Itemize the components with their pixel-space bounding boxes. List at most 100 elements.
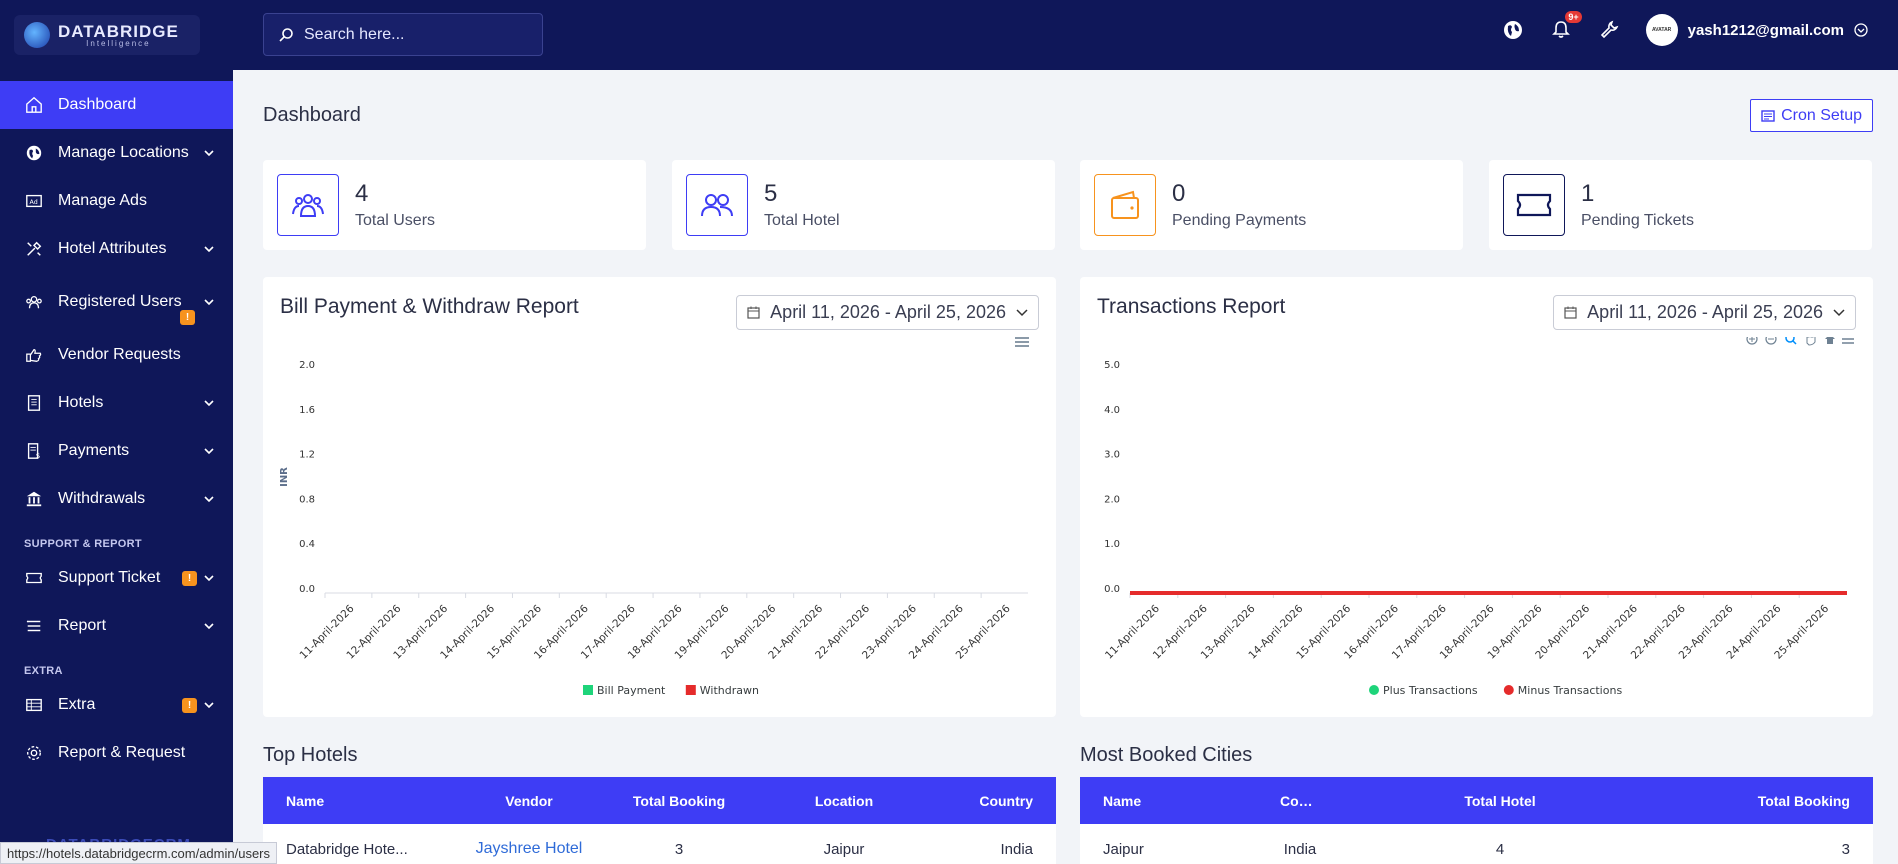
col-name[interactable]: Name: [286, 792, 325, 809]
table-icon: [24, 695, 44, 715]
y-tick-label: 1.6: [299, 405, 315, 416]
legend-label: Bill Payment: [597, 684, 666, 697]
sidebar-item-report[interactable]: Report: [0, 602, 233, 650]
alert-badge: !: [180, 310, 195, 325]
sidebar-item-label: Withdrawals: [58, 490, 146, 507]
notification-badge: 9+: [1565, 11, 1582, 23]
y-tick-label: 1.2: [299, 450, 315, 461]
sidebar-nav-extra: Extra! Report & Request: [0, 681, 233, 777]
sidebar-item-manage-locations[interactable]: Manage Locations: [0, 129, 233, 177]
stat-total-hotel[interactable]: 5 Total Hotel: [672, 160, 1055, 250]
section-extra-title: EXTRA: [24, 665, 63, 677]
chevron-down-icon: [1016, 308, 1028, 316]
receipt-icon: $: [24, 441, 44, 461]
legend-label: Plus Transactions: [1383, 684, 1478, 697]
hand-icon: [24, 345, 44, 365]
users-icon: [24, 292, 44, 312]
calendar-list-icon: [1761, 109, 1775, 122]
cron-setup-button[interactable]: Cron Setup: [1750, 99, 1873, 132]
y-tick-label: 0.8: [299, 494, 315, 505]
vendor-link[interactable]: Jayshree Hotel: [475, 840, 583, 857]
y-tick-label: 0.4: [299, 539, 315, 550]
logo-text: DATABRIDGE Intelligence: [58, 23, 179, 48]
search-input[interactable]: [304, 25, 524, 44]
globe-icon[interactable]: [1502, 19, 1524, 41]
building-icon: [24, 393, 44, 413]
tx-date-range: April 11, 2026 - April 25, 2026: [1587, 302, 1823, 322]
transactions-report-card: Transactions Report April 11, 2026 - Apr…: [1080, 277, 1873, 717]
sidebar-item-label: Report: [58, 617, 107, 634]
legend-swatch: [583, 685, 593, 695]
stat-pending-payments[interactable]: 0 Pending Payments: [1080, 160, 1463, 250]
col-name[interactable]: Name: [1103, 792, 1142, 809]
bill-report-card: Bill Payment & Withdraw Report April 11,…: [263, 277, 1056, 717]
stat-value: 4: [355, 180, 369, 207]
sidebar-item-label: Hotels: [58, 394, 104, 411]
sidebar-item-label: Manage Locations: [58, 144, 189, 161]
chart-menu-icon: [1842, 338, 1854, 344]
y-axis-label: INR: [279, 467, 290, 487]
most-booked-cities-table: Name Country Total Hotel Total Booking J…: [1080, 777, 1873, 864]
col-total-booking[interactable]: Total Booking: [632, 792, 726, 809]
sidebar-item-withdrawals[interactable]: Withdrawals: [0, 475, 233, 523]
chevron-down-icon: [1833, 308, 1845, 316]
col-location[interactable]: Location: [814, 792, 874, 809]
sidebar-item-manage-ads[interactable]: Ad Manage Ads: [0, 177, 233, 225]
col-total-hotel[interactable]: Total Hotel: [1464, 792, 1536, 809]
sidebar-item-extra[interactable]: Extra!: [0, 681, 233, 729]
page-title: Dashboard: [263, 104, 361, 126]
sidebar-item-payments[interactable]: $ Payments: [0, 427, 233, 475]
table-row[interactable]: Databridge Hote... Jayshree Hotel 3 Jaip…: [263, 824, 1056, 864]
y-tick-label: 3.0: [1104, 450, 1120, 461]
stat-value: 5: [764, 180, 778, 207]
table-row[interactable]: Jaipur India 4 3: [1080, 824, 1873, 864]
brand-name: DATABRIDGE: [58, 21, 179, 41]
city-name: Jaipur: [1103, 840, 1144, 858]
col-total-booking[interactable]: Total Booking: [1757, 792, 1850, 809]
sidebar-nav-support: Support Ticket! Report: [0, 554, 233, 650]
sidebar-item-support-ticket[interactable]: Support Ticket!: [0, 554, 233, 602]
chevron-down-icon: [204, 400, 214, 407]
col-country[interactable]: Country: [979, 792, 1033, 809]
y-tick-label: 4.0: [1104, 405, 1120, 416]
sidebar-item-registered-users[interactable]: Registered Users!: [0, 273, 233, 331]
tx-date-range-picker[interactable]: April 11, 2026 - April 25, 2026: [1553, 295, 1856, 330]
topbar-actions: 9+ AVATAR yash1212@gmail.com: [1502, 0, 1868, 60]
svg-text:$: $: [36, 451, 41, 460]
wrench-icon[interactable]: [1598, 19, 1620, 41]
city-total-hotel: 4: [1495, 840, 1505, 858]
col-vendor[interactable]: Vendor: [505, 792, 553, 809]
gear-icon: [24, 743, 44, 763]
legend-label: Minus Transactions: [1518, 684, 1623, 697]
chart-menu-icon: [1015, 337, 1029, 347]
stat-value: 1: [1581, 180, 1595, 207]
user-menu[interactable]: AVATAR yash1212@gmail.com: [1645, 14, 1868, 46]
y-tick-label: 0.0: [299, 584, 315, 595]
sidebar-item-report-request[interactable]: Report & Request: [0, 729, 233, 777]
chevron-down-icon: [204, 448, 214, 455]
col-country[interactable]: Country: [1280, 792, 1320, 809]
chart-toolbar: [1746, 337, 1854, 346]
stat-total-users[interactable]: 4 Total Users: [263, 160, 646, 250]
table-header: Name Vendor Total Booking Location Count…: [263, 777, 1056, 824]
logo[interactable]: DATABRIDGE Intelligence: [0, 0, 233, 70]
hotel-name: Databridge Hote...: [286, 840, 408, 858]
chevron-down-icon: [204, 299, 214, 306]
calendar-icon: [747, 306, 760, 319]
section-support-title: SUPPORT & REPORT: [24, 538, 142, 550]
brand-tagline: Intelligence: [86, 38, 151, 48]
bill-date-range-picker[interactable]: April 11, 2026 - April 25, 2026: [736, 295, 1039, 330]
logo-box: DATABRIDGE Intelligence: [14, 15, 200, 55]
sidebar-item-hotel-attributes[interactable]: Hotel Attributes: [0, 225, 233, 273]
legend-swatch: [1503, 685, 1514, 695]
stat-pending-tickets[interactable]: 1 Pending Tickets: [1489, 160, 1872, 250]
sidebar-item-hotels[interactable]: Hotels: [0, 379, 233, 427]
bell-icon[interactable]: 9+: [1550, 11, 1582, 41]
y-tick-label: 5.0: [1104, 360, 1120, 371]
calendar-icon: [1564, 306, 1577, 319]
zoom-in-icon: [1746, 337, 1758, 345]
sidebar-item-vendor-requests[interactable]: Vendor Requests: [0, 331, 233, 379]
sidebar-item-dashboard[interactable]: Dashboard: [0, 81, 233, 129]
sidebar: DATABRIDGE Intelligence Dashboard Manage …: [0, 0, 233, 864]
hotel-total-booking: 3: [674, 840, 684, 858]
